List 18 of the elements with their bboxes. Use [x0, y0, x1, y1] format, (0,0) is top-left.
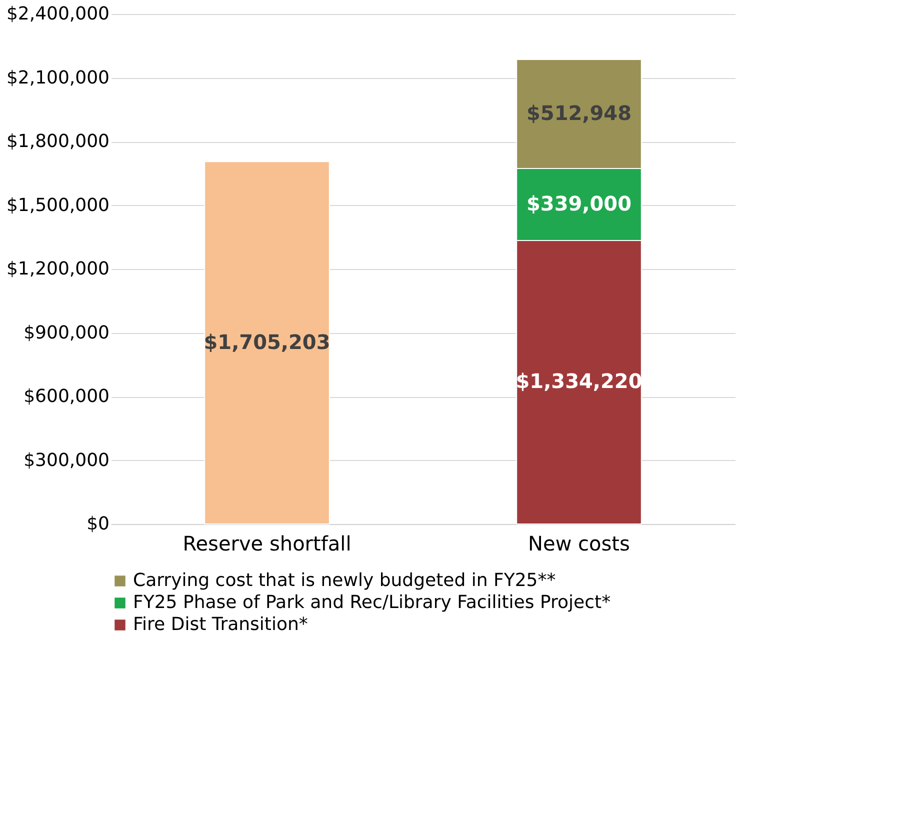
y-tick-label: $900,000 [24, 322, 110, 344]
legend-label: FY25 Phase of Park and Rec/Library Facilities Project* [133, 592, 611, 613]
y-tick-label: $600,000 [24, 386, 110, 407]
legend-label: Fire Dist Transition* [133, 614, 308, 635]
x-tick-label: Reserve shortfall [182, 532, 352, 556]
y-tick-label: $0 [86, 514, 110, 534]
y-tick-label: $1,500,000 [6, 194, 110, 216]
legend-label: Carrying cost that is newly budgeted in FY25** [133, 570, 556, 591]
y-tick-label: $300,000 [24, 450, 110, 471]
data-label: $1,334,220 [516, 369, 642, 394]
data-label: $339,000 [526, 191, 632, 216]
y-tick-label: $1,200,000 [6, 258, 110, 280]
data-label: $1,705,203 [204, 330, 330, 354]
y-tick-label: $2,400,000 [6, 4, 110, 24]
y-tick-label: $2,100,000 [6, 67, 110, 88]
y-tick-label: $1,800,000 [6, 131, 110, 152]
x-tick-label: New costs [528, 532, 630, 556]
data-label: $512,948 [526, 100, 632, 125]
